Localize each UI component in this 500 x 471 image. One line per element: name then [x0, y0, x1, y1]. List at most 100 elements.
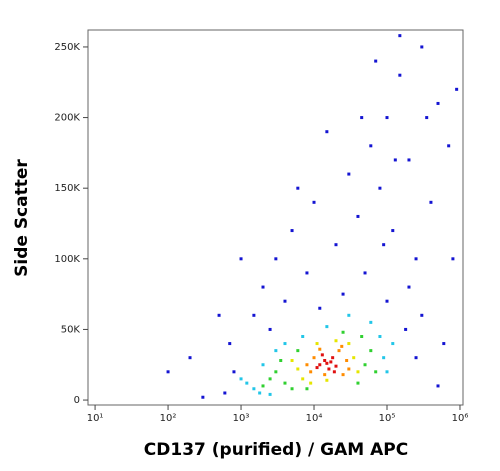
point — [352, 356, 356, 360]
point — [268, 392, 272, 396]
point — [374, 59, 378, 63]
point — [329, 360, 333, 364]
x-tick-label: 10³ — [233, 413, 250, 424]
point — [318, 306, 322, 310]
point — [239, 257, 243, 261]
point — [363, 363, 367, 367]
point — [360, 334, 364, 338]
point — [382, 356, 386, 360]
plot-frame — [87, 29, 464, 406]
point — [261, 285, 265, 289]
point — [341, 292, 345, 296]
x-tick-label: 10⁶ — [452, 413, 469, 424]
point — [274, 349, 278, 353]
point — [398, 73, 402, 77]
point — [356, 370, 360, 374]
point — [274, 370, 278, 374]
point — [325, 130, 329, 134]
point — [347, 342, 351, 346]
point — [232, 370, 236, 374]
point — [305, 387, 309, 391]
point — [378, 186, 382, 190]
point — [407, 158, 411, 162]
point — [369, 144, 373, 148]
point — [363, 271, 367, 275]
point — [296, 367, 300, 371]
point — [356, 214, 360, 218]
point — [261, 363, 265, 367]
point — [447, 144, 451, 148]
point — [385, 370, 389, 374]
point — [391, 342, 395, 346]
point — [320, 353, 324, 357]
y-tick-label: 0 — [74, 395, 80, 406]
point — [334, 339, 338, 343]
point — [347, 172, 351, 176]
point — [290, 229, 294, 233]
point — [436, 384, 440, 388]
point — [268, 327, 272, 331]
point — [274, 257, 278, 261]
point — [245, 381, 249, 385]
point — [436, 101, 440, 105]
point — [414, 356, 418, 360]
point — [312, 356, 316, 360]
point — [341, 373, 345, 377]
point — [382, 243, 386, 247]
y-tick-label: 50K — [61, 324, 81, 335]
x-tick-label: 10² — [160, 413, 177, 424]
point — [325, 361, 329, 365]
point — [315, 342, 319, 346]
point — [334, 364, 338, 368]
point — [385, 116, 389, 120]
point — [455, 87, 459, 91]
point — [420, 45, 424, 49]
x-tick-label: 10⁴ — [306, 413, 323, 424]
point — [296, 186, 300, 190]
point — [228, 342, 232, 346]
point — [318, 347, 322, 351]
y-axis-title: Side Scatter — [12, 159, 32, 277]
x-axis-title: CD137 (purified) / GAM APC — [144, 440, 408, 460]
point — [404, 327, 408, 331]
point — [325, 325, 329, 329]
point — [217, 313, 221, 317]
point — [442, 342, 446, 346]
point — [347, 313, 351, 317]
point — [341, 330, 345, 334]
point — [420, 313, 424, 317]
point — [414, 257, 418, 261]
point — [340, 344, 344, 348]
point — [429, 200, 433, 204]
point — [332, 370, 336, 374]
point — [356, 381, 360, 385]
point — [318, 363, 322, 367]
point — [252, 313, 256, 317]
point — [301, 334, 305, 338]
point — [305, 363, 309, 367]
x-tick-label: 10⁵ — [379, 413, 396, 424]
point — [407, 285, 411, 289]
y-tick-label: 100K — [54, 254, 80, 265]
point — [301, 377, 305, 381]
point — [327, 367, 331, 371]
point — [331, 356, 335, 360]
point — [385, 299, 389, 303]
point — [323, 359, 327, 363]
point — [398, 34, 402, 38]
point — [283, 299, 287, 303]
point — [360, 116, 364, 120]
point — [223, 391, 227, 395]
point — [391, 229, 395, 233]
point — [345, 359, 349, 363]
point — [283, 381, 287, 385]
point — [451, 257, 455, 261]
y-tick-label: 200K — [54, 113, 80, 124]
point — [425, 116, 429, 120]
point — [166, 370, 170, 374]
point — [374, 370, 378, 374]
point — [325, 378, 329, 382]
point — [378, 334, 382, 338]
point — [296, 349, 300, 353]
